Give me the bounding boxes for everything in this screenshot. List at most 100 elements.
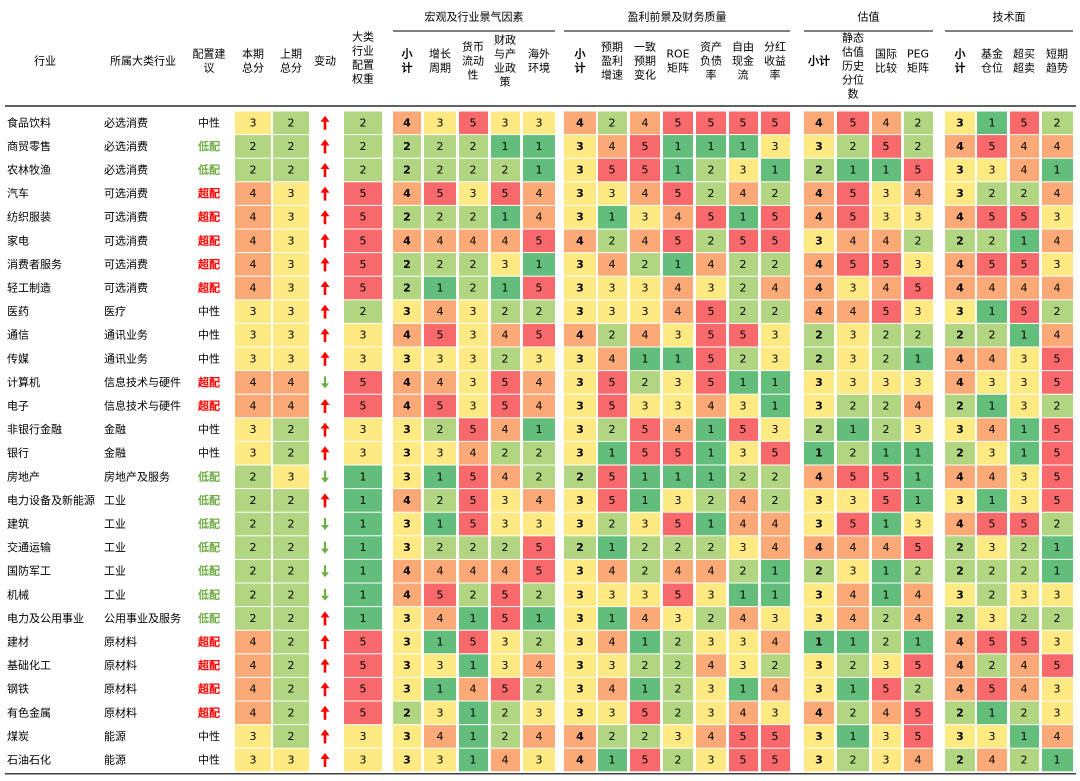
score-value: 3	[403, 305, 411, 318]
score-value: 5	[1054, 447, 1061, 460]
score-value: 3	[437, 447, 444, 460]
score-value: 3	[956, 187, 964, 200]
score-value: 2	[470, 282, 477, 295]
column-header: 小	[401, 47, 413, 61]
score-cell	[1010, 276, 1039, 300]
column-header: 货币	[462, 40, 484, 54]
industry-category: 必选消费	[104, 115, 148, 129]
score-value: 4	[883, 282, 890, 295]
column-header: 议	[204, 62, 215, 75]
score-value: 2	[1054, 116, 1061, 129]
score-value: 4	[708, 258, 715, 271]
score-value: 3	[576, 282, 584, 295]
score-value: 4	[576, 234, 584, 247]
score-value: 4	[609, 352, 616, 365]
score-value: 5	[675, 588, 682, 601]
score-cell	[523, 323, 555, 347]
column-header: 资产	[700, 40, 722, 54]
score-value: 2	[956, 565, 964, 578]
score-cell	[598, 512, 627, 536]
score-value: 2	[609, 730, 616, 743]
arrow-down-shaft	[323, 518, 327, 526]
score-value: 2	[502, 352, 509, 365]
industry-name: 建筑	[7, 517, 29, 531]
score-value: 5	[1021, 518, 1028, 531]
arrow-up-shaft	[323, 616, 327, 626]
score-cell	[945, 371, 975, 394]
score-value: 1	[989, 116, 996, 129]
score-cell	[1010, 559, 1039, 583]
score-cell	[424, 111, 456, 135]
score-cell	[1010, 725, 1039, 748]
score-cell	[523, 748, 555, 772]
score-cell	[696, 489, 726, 512]
score-cell	[491, 630, 520, 654]
score-cell	[1042, 489, 1073, 512]
score-cell	[761, 630, 790, 654]
score-value: 3	[642, 211, 649, 224]
score-value: 4	[642, 187, 649, 200]
score-cell	[459, 394, 488, 418]
score-cell	[729, 135, 758, 158]
score-value: 3	[815, 588, 823, 601]
score-value: 1	[437, 683, 444, 696]
score-cell	[804, 465, 834, 489]
score-value: 3	[915, 376, 922, 389]
arrow-up-shaft	[323, 640, 327, 649]
score-cell	[945, 276, 975, 300]
score-cell	[491, 677, 520, 701]
allocation-recommendation: 超配	[197, 186, 220, 200]
score-value: 4	[609, 636, 616, 649]
score-value: 3	[772, 706, 779, 719]
score-cell	[273, 418, 309, 441]
score-cell	[663, 371, 693, 394]
score-value: 5	[1054, 423, 1061, 436]
score-value: 4	[1054, 140, 1061, 153]
score-value: 4	[883, 541, 890, 554]
score-value: 3	[1054, 258, 1061, 271]
score-cell	[945, 559, 975, 583]
score-cell	[1042, 394, 1073, 418]
column-header: 海外	[528, 47, 550, 61]
score-cell	[761, 489, 790, 512]
score-value: 3	[850, 565, 857, 578]
score-value: 2	[288, 541, 295, 554]
score-value: 4	[609, 683, 616, 696]
score-cell	[761, 347, 790, 371]
score-cell	[564, 347, 596, 371]
score-cell	[804, 654, 834, 677]
score-value: 1	[360, 565, 367, 578]
score-value: 3	[815, 518, 823, 531]
score-value: 5	[915, 659, 922, 672]
score-value: 2	[740, 258, 747, 271]
score-value: 4	[437, 730, 444, 743]
score-value: 3	[850, 282, 857, 295]
score-cell	[837, 418, 869, 441]
industry-category: 可选消费	[104, 233, 148, 247]
score-value: 4	[815, 187, 823, 200]
score-value: 2	[989, 187, 996, 200]
score-value: 2	[403, 258, 411, 271]
industry-name: 基础化工	[7, 658, 51, 672]
arrow-down-shaft	[323, 588, 327, 597]
score-cell	[630, 229, 660, 253]
score-cell	[1042, 135, 1073, 158]
score-value: 2	[915, 116, 922, 129]
score-cell	[1010, 607, 1039, 630]
score-cell	[1042, 630, 1073, 654]
score-value: 4	[850, 612, 857, 625]
score-cell	[804, 182, 834, 205]
score-value: 1	[470, 612, 477, 625]
score-cell	[904, 158, 933, 182]
score-value: 5	[675, 447, 682, 460]
score-value: 2	[609, 423, 616, 436]
score-value: 3	[815, 683, 823, 696]
arrow-down-icon	[321, 383, 329, 389]
score-cell	[273, 701, 309, 725]
score-value: 3	[288, 305, 295, 318]
score-cell	[729, 701, 758, 725]
score-cell	[598, 630, 627, 654]
score-cell	[393, 583, 421, 607]
score-cell	[344, 371, 382, 394]
score-cell	[837, 489, 869, 512]
